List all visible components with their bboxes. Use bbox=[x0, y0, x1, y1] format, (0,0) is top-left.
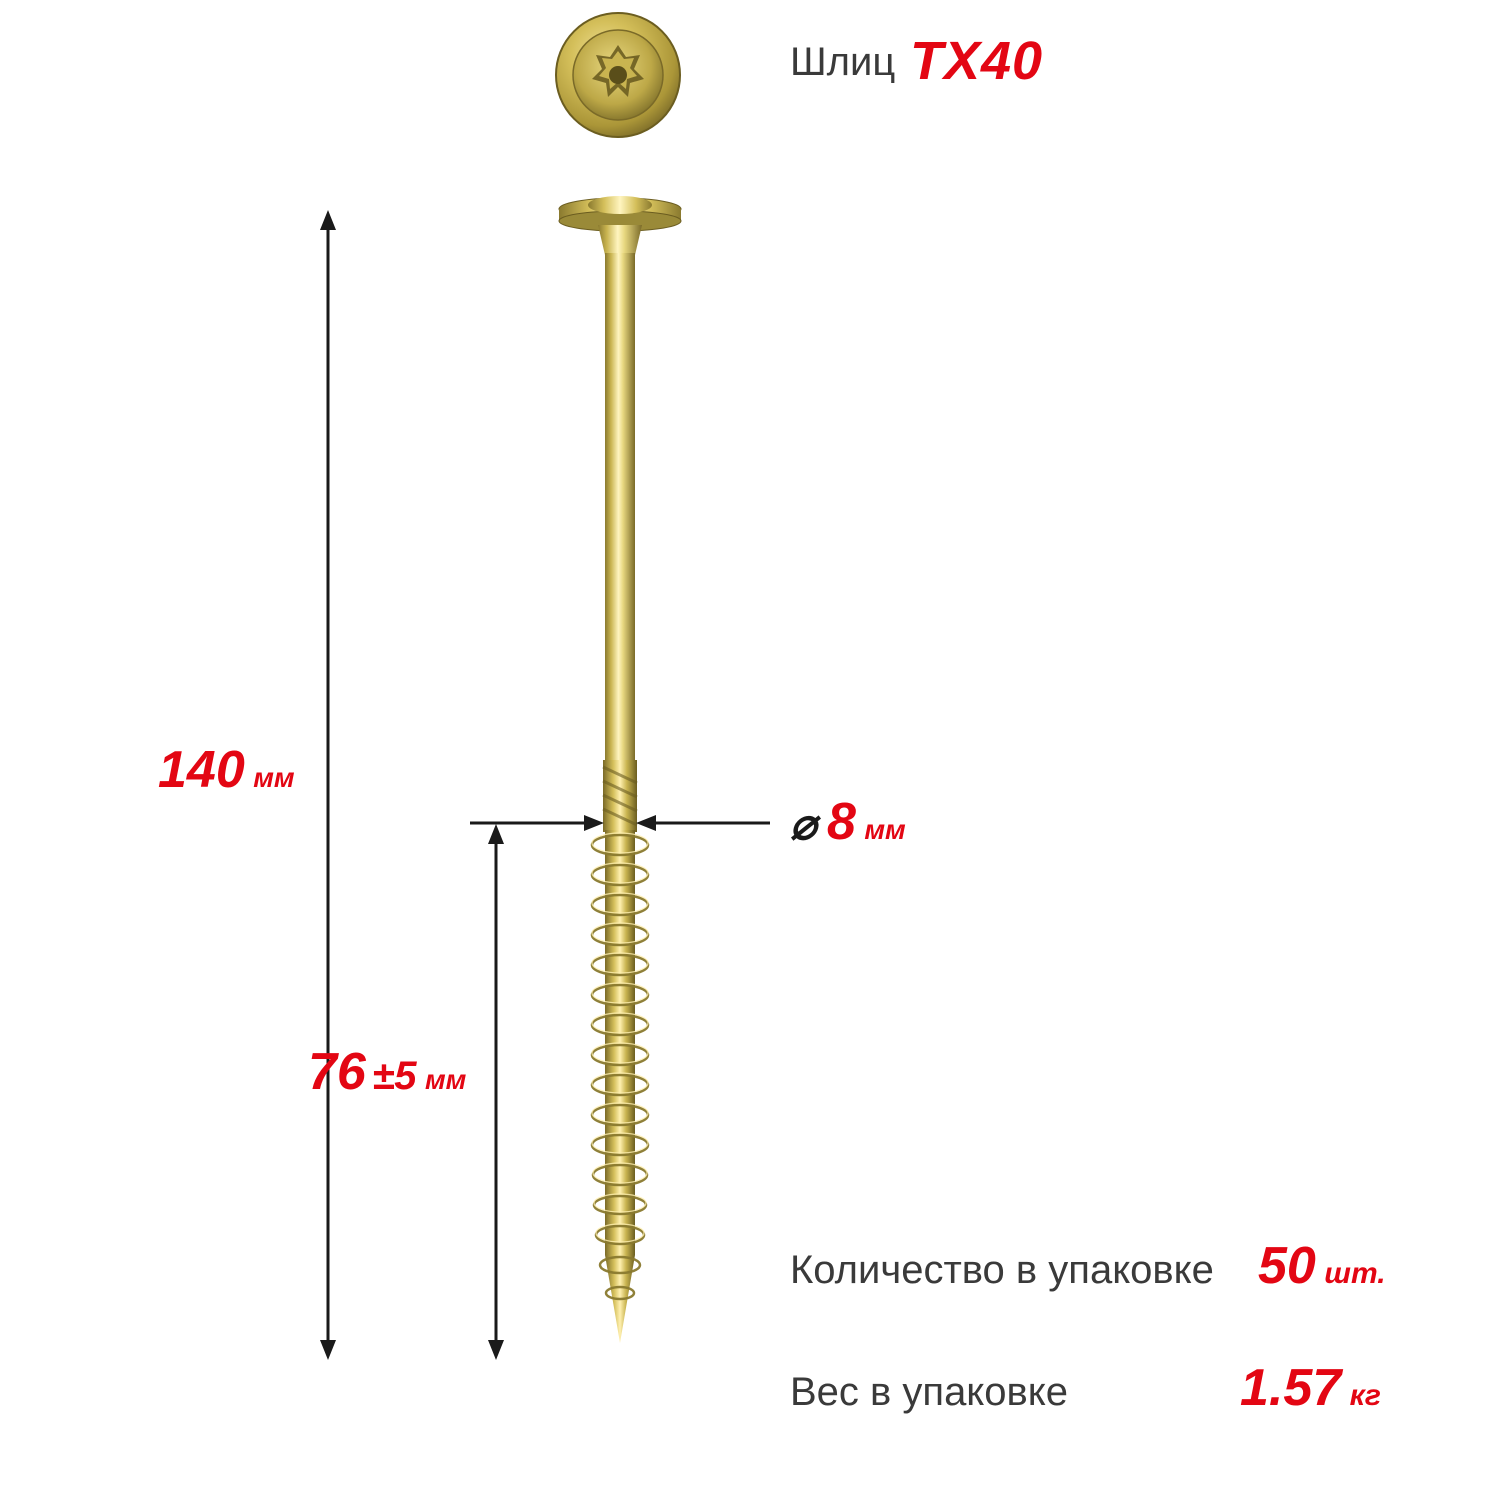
weight-unit: кг bbox=[1350, 1379, 1381, 1412]
diameter-dimension-label: ⌀ 8 мм bbox=[790, 792, 906, 852]
drive-value: TX40 bbox=[910, 30, 1043, 92]
screw-side-view bbox=[520, 195, 720, 1355]
length-dimension-label: 140 мм bbox=[158, 740, 295, 800]
thread-value: 76 bbox=[308, 1043, 366, 1101]
thread-dimension-arrow bbox=[478, 824, 514, 1360]
weight-label: Вес в упаковке bbox=[790, 1370, 1068, 1415]
qty-label: Количество в упаковке bbox=[790, 1248, 1214, 1293]
thread-tolerance: ±5 bbox=[372, 1054, 416, 1098]
thread-dimension-label: 76 ±5 мм bbox=[308, 1042, 466, 1102]
qty-value: 50 bbox=[1258, 1237, 1316, 1295]
diameter-unit: мм bbox=[864, 814, 905, 845]
qty-value-block: 50 шт. bbox=[1258, 1236, 1386, 1296]
diameter-value: 8 bbox=[827, 793, 856, 851]
length-unit: мм bbox=[253, 762, 294, 793]
drive-label: Шлиц bbox=[790, 40, 895, 85]
diameter-symbol: ⌀ bbox=[790, 800, 817, 849]
screw-head-top-view bbox=[548, 5, 688, 145]
length-dimension-arrow bbox=[310, 210, 346, 1360]
thread-unit: мм bbox=[425, 1064, 466, 1095]
length-value: 140 bbox=[158, 741, 245, 799]
qty-unit: шт. bbox=[1324, 1257, 1385, 1290]
diameter-dimension-arrow bbox=[470, 806, 770, 840]
weight-value-block: 1.57 кг bbox=[1240, 1358, 1381, 1418]
weight-value: 1.57 bbox=[1240, 1359, 1341, 1417]
